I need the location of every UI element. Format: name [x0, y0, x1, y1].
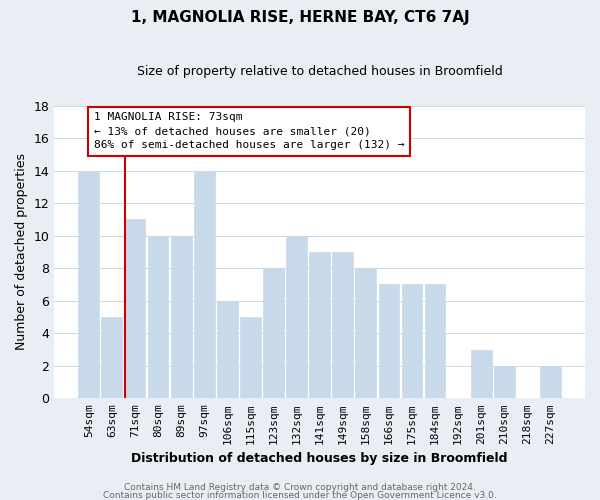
- Bar: [217, 300, 238, 398]
- Bar: [494, 366, 515, 398]
- Bar: [540, 366, 561, 398]
- Bar: [240, 317, 261, 398]
- Bar: [355, 268, 376, 398]
- Bar: [471, 350, 491, 399]
- Bar: [148, 236, 169, 398]
- X-axis label: Distribution of detached houses by size in Broomfield: Distribution of detached houses by size …: [131, 452, 508, 465]
- Bar: [425, 284, 445, 399]
- Bar: [263, 268, 284, 398]
- Bar: [309, 252, 330, 398]
- Bar: [79, 170, 99, 398]
- Text: Contains HM Land Registry data © Crown copyright and database right 2024.: Contains HM Land Registry data © Crown c…: [124, 484, 476, 492]
- Text: 1 MAGNOLIA RISE: 73sqm
← 13% of detached houses are smaller (20)
86% of semi-det: 1 MAGNOLIA RISE: 73sqm ← 13% of detached…: [94, 112, 404, 150]
- Bar: [171, 236, 191, 398]
- Bar: [379, 284, 399, 399]
- Bar: [101, 317, 122, 398]
- Text: 1, MAGNOLIA RISE, HERNE BAY, CT6 7AJ: 1, MAGNOLIA RISE, HERNE BAY, CT6 7AJ: [131, 10, 469, 25]
- Bar: [332, 252, 353, 398]
- Bar: [401, 284, 422, 399]
- Text: Contains public sector information licensed under the Open Government Licence v3: Contains public sector information licen…: [103, 491, 497, 500]
- Title: Size of property relative to detached houses in Broomfield: Size of property relative to detached ho…: [137, 65, 503, 78]
- Y-axis label: Number of detached properties: Number of detached properties: [15, 154, 28, 350]
- Bar: [125, 220, 145, 398]
- Bar: [194, 170, 215, 398]
- Bar: [286, 236, 307, 398]
